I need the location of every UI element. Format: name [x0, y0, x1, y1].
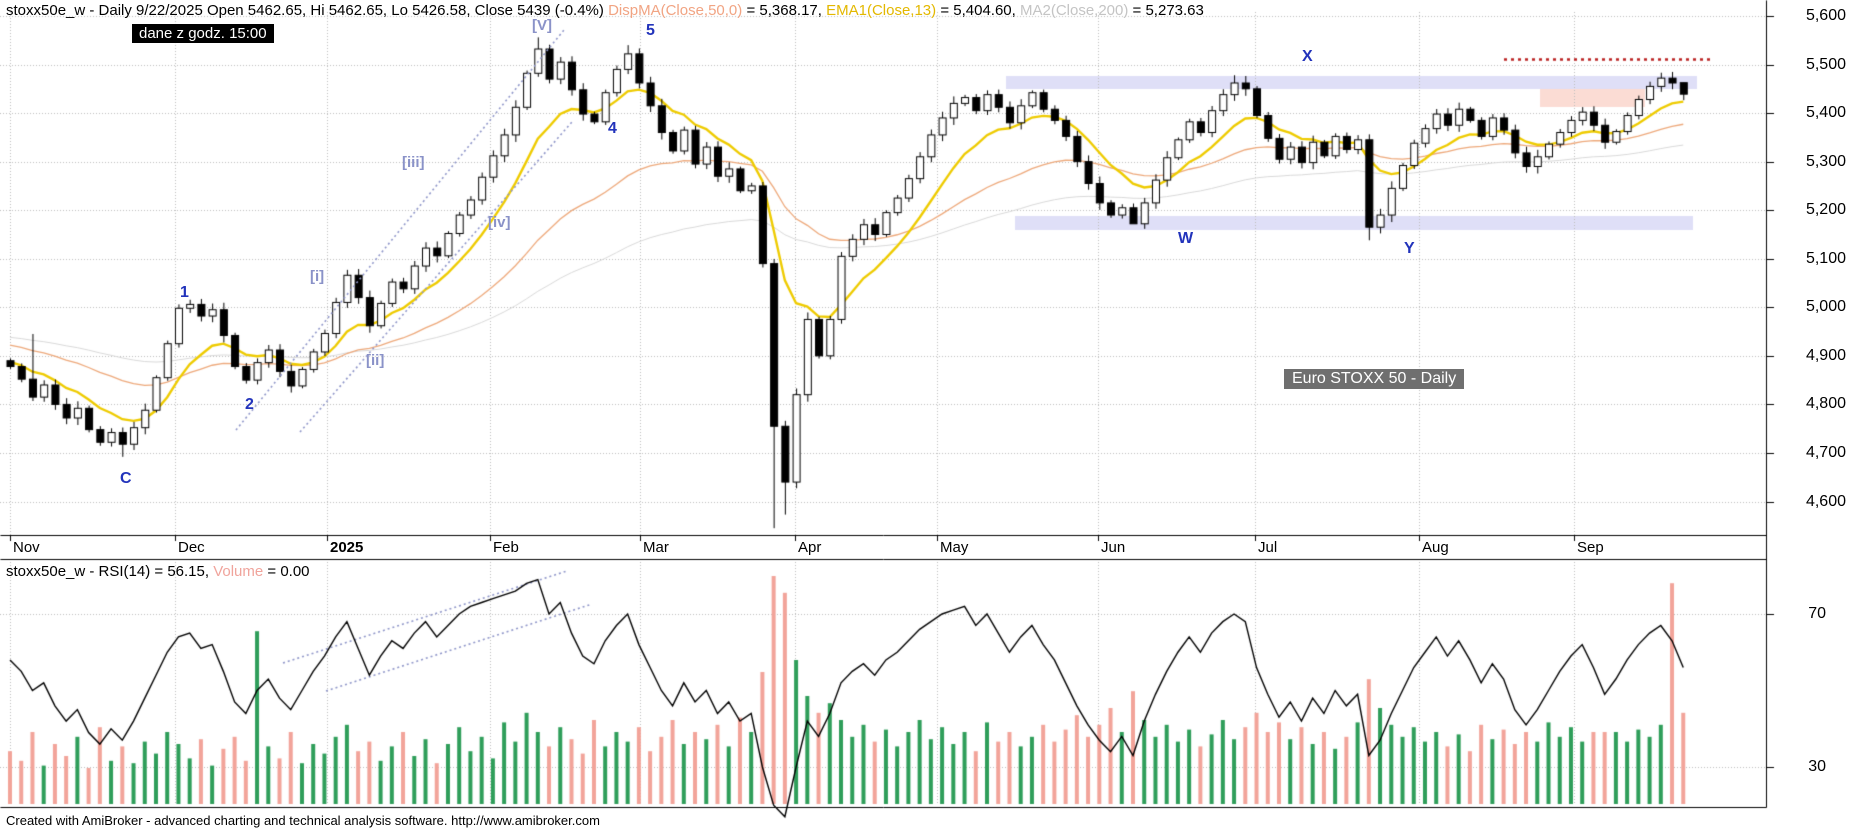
wave-label-i: [i] — [310, 268, 325, 285]
price-tick-label: 5,100 — [1805, 249, 1846, 267]
rsi-volume-label: Volume — [213, 563, 264, 580]
wave-label-2: 2 — [245, 396, 254, 413]
amibroker-footer-credit[interactable]: Created with AmiBroker - advanced charti… — [6, 813, 600, 828]
price-tick-label: 5,400 — [1805, 104, 1846, 122]
price-tick-label: 5,000 — [1805, 298, 1846, 316]
price-pane-title: stoxx50e_w - Daily 9/22/2025 Open 5462.6… — [6, 2, 1204, 19]
wave-label-iv: [iv] — [488, 214, 511, 231]
rsi-tick-label: 70 — [1808, 605, 1826, 622]
title-ma2-label: MA2(Close,200) — [1019, 2, 1129, 19]
wave-label-4: 4 — [608, 120, 617, 137]
month-label-Jul: Jul — [1258, 539, 1278, 556]
rsi-pane-title: stoxx50e_w - RSI(14) = 56.15, Volume = 0… — [6, 563, 310, 580]
title-dispma-label: DispMA(Close,50,0) — [608, 2, 743, 19]
title-ema-value: = 5,404.60, — [936, 2, 1020, 19]
month-label-Sep: Sep — [1577, 539, 1604, 556]
month-label-Aug: Aug — [1422, 539, 1449, 556]
title-dispma-value: = 5,368.17, — [742, 2, 827, 19]
price-tick-label: 5,200 — [1805, 201, 1846, 219]
wave-label-C: C — [120, 470, 132, 487]
price-tick-label: 5,500 — [1805, 55, 1846, 73]
price-tick-label: 4,600 — [1805, 492, 1846, 510]
month-label-Jun: Jun — [1101, 539, 1126, 556]
month-label-Apr: Apr — [798, 539, 822, 556]
month-label-Dec: Dec — [178, 539, 205, 556]
price-tick-label: 5,300 — [1805, 152, 1846, 170]
month-label-2025: 2025 — [330, 539, 364, 556]
month-label-Mar: Mar — [643, 539, 669, 556]
month-label-Feb: Feb — [493, 539, 519, 556]
wave-label-iii: [iii] — [402, 154, 425, 171]
wave-label-X: X — [1302, 48, 1313, 65]
title-ohlc-text: stoxx50e_w - Daily 9/22/2025 Open 5462.6… — [6, 2, 609, 19]
month-label-Nov: Nov — [13, 539, 40, 556]
wave-label-ii: [ii] — [366, 352, 385, 369]
wave-label-5: 5 — [646, 22, 655, 39]
price-tick-label: 4,900 — [1805, 346, 1846, 364]
rsi-title-text: stoxx50e_w - RSI(14) = 56.15, — [6, 563, 214, 580]
month-label-May: May — [940, 539, 969, 556]
wave-label-W: W — [1178, 230, 1194, 247]
price-tick-label: 5,600 — [1805, 7, 1846, 24]
wave-label-1: 1 — [180, 284, 189, 301]
title-ma2-value: = 5,273.63 — [1128, 2, 1204, 19]
data-time-note-badge: dane z godz. 15:00 — [132, 24, 274, 43]
rsi-tick-label: 30 — [1808, 758, 1826, 775]
price-tick-label: 4,800 — [1805, 395, 1846, 413]
title-ema-label: EMA1(Close,13) — [826, 2, 937, 19]
price-tick-label: 4,700 — [1805, 443, 1846, 461]
wave-label-V: [V] — [532, 17, 552, 34]
wave-label-Y: Y — [1404, 240, 1415, 257]
rsi-volume-value: = 0.00 — [263, 563, 310, 580]
instrument-badge: Euro STOXX 50 - Daily — [1284, 369, 1465, 389]
